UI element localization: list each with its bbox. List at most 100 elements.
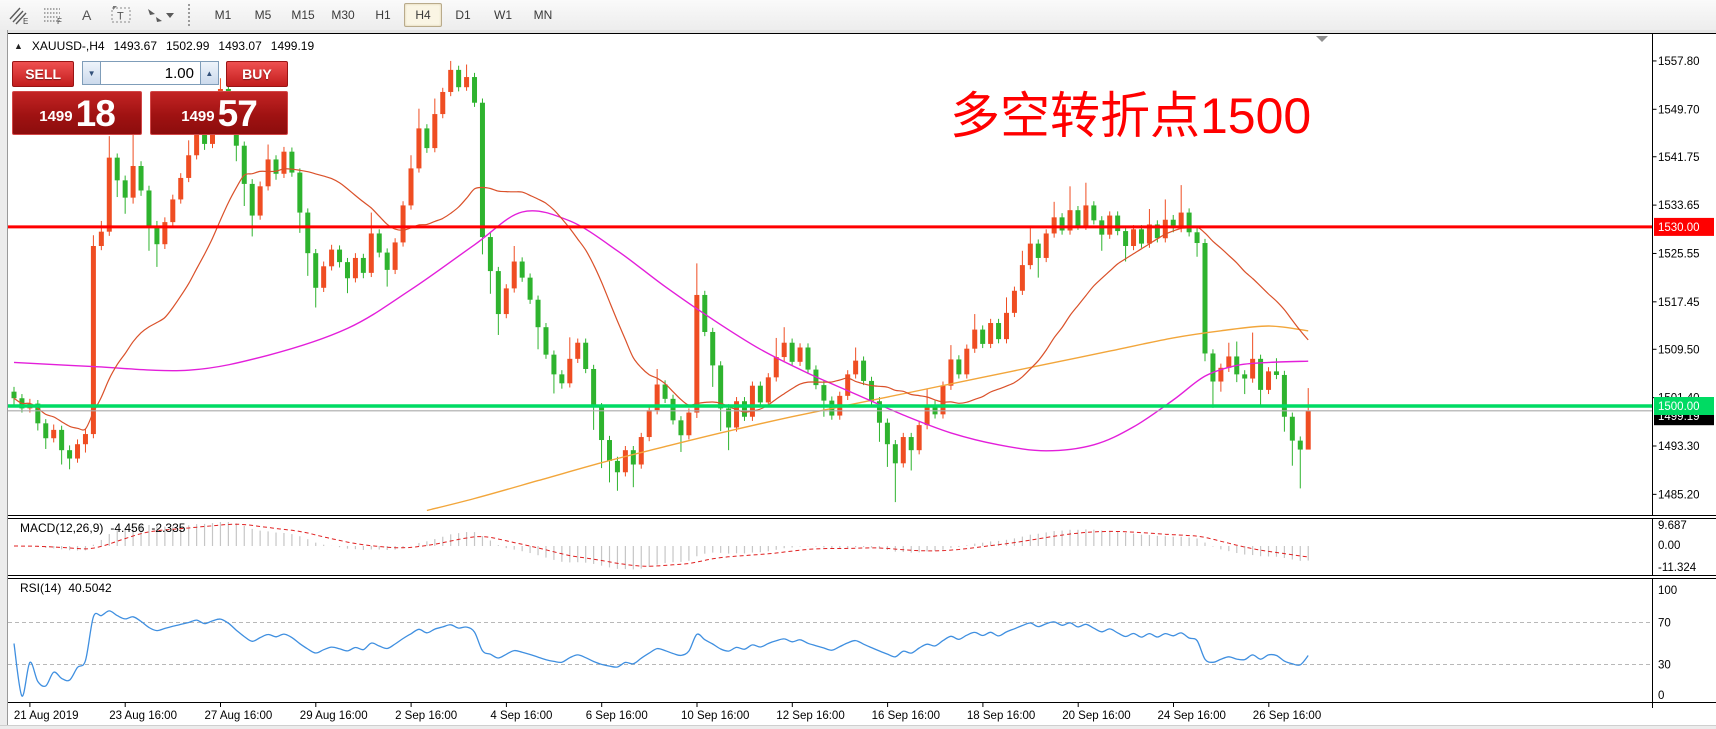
timeframe-m1-button[interactable]: M1 <box>214 8 232 22</box>
timeframe-h4-button[interactable]: H4 <box>404 3 442 27</box>
svg-text:30: 30 <box>1658 660 1671 672</box>
macd-indicator-panel[interactable]: 9.687 0.00 -11.324 <box>8 518 1716 576</box>
ohlc-close: 1499.19 <box>270 39 315 53</box>
sell-button[interactable]: SELL <box>12 61 75 87</box>
fibonacci-icon: F <box>44 8 62 25</box>
ohlc-open: 1493.67 <box>113 39 157 53</box>
rsi-label: RSI(14) 40.5042 <box>20 581 112 595</box>
svg-text:T: T <box>117 11 124 23</box>
svg-text:1493.30: 1493.30 <box>1658 441 1700 453</box>
price-badge <box>1654 397 1714 415</box>
svg-text:2 Sep 16:00: 2 Sep 16:00 <box>395 710 457 722</box>
macd-signal-value: -2.335 <box>151 521 186 535</box>
equidistant-channel-icon: E <box>9 7 28 25</box>
svg-text:1549.70: 1549.70 <box>1658 104 1700 116</box>
price-axis[interactable]: 1557.80 1549.70 1541.75 1533.65 1525.55 1517.… <box>1652 56 1700 501</box>
main-price-chart[interactable]: 1557.80 1549.70 1541.75 1533.65 1525.55 1517.… <box>8 33 1716 516</box>
moving-averages <box>13 168 1309 512</box>
window-bottom-edge <box>0 725 1716 729</box>
timeframe-m30-button[interactable]: M30 <box>331 8 355 22</box>
text-label-icon: T <box>111 6 131 23</box>
volume-increase-button[interactable]: ▲ <box>200 61 219 85</box>
svg-text:0: 0 <box>1658 690 1664 702</box>
bid-price-pips: 18 <box>75 93 116 134</box>
svg-text:1525.55: 1525.55 <box>1658 248 1700 260</box>
svg-text:6 Sep 16:00: 6 Sep 16:00 <box>586 710 648 722</box>
timeframe-m5-button[interactable]: M5 <box>254 8 272 22</box>
timeframe-h1-button[interactable]: H1 <box>375 8 391 22</box>
svg-text:4 Sep 16:00: 4 Sep 16:00 <box>490 710 552 722</box>
symbol-label: XAUUSD-,H4 <box>31 39 105 53</box>
svg-text:1500.00: 1500.00 <box>1658 401 1700 413</box>
rsi-name: RSI(14) <box>20 581 62 595</box>
svg-text:F: F <box>57 17 62 25</box>
ask-price-main: 1499 <box>181 108 215 125</box>
macd-main-value: -4.456 <box>110 521 145 535</box>
macd-signal-line <box>13 523 1309 567</box>
ohlc-low: 1493.07 <box>218 39 262 53</box>
timeframe-button-group: M1 M5 M15 M30 H1 H4 D1 W1 MN <box>203 3 563 27</box>
ohlc-high: 1502.99 <box>166 39 210 53</box>
ma-fast-line <box>13 168 1309 431</box>
date-axis[interactable]: 21 Aug 2019 23 Aug 16:00 27 Aug 16:00 29 Au… <box>8 703 1716 725</box>
svg-text:E: E <box>23 17 28 25</box>
text-tool-icon: A <box>82 7 92 23</box>
ask-price-box[interactable]: 1499 57 <box>150 91 288 135</box>
volume-input[interactable] <box>101 61 200 85</box>
svg-text:23 Aug 16:00: 23 Aug 16:00 <box>109 710 177 722</box>
svg-text:18 Sep 16:00: 18 Sep 16:00 <box>967 710 1035 722</box>
rsi-line <box>13 610 1309 697</box>
macd-label: MACD(12,26,9) -4.456 -2.335 <box>20 521 185 535</box>
svg-text:20 Sep 16:00: 20 Sep 16:00 <box>1062 710 1130 722</box>
rsi-indicator-panel[interactable]: 100 70 30 0 <box>8 578 1716 703</box>
svg-text:1530.00: 1530.00 <box>1658 222 1700 234</box>
chart-shift-marker <box>1316 36 1328 42</box>
svg-text:1517.45: 1517.45 <box>1658 297 1700 309</box>
arrows-tool-icon <box>148 9 174 22</box>
ma-slow-line <box>426 325 1309 512</box>
bid-price-main: 1499 <box>39 108 73 125</box>
macd-histogram <box>21 522 1309 570</box>
chart-annotation-text: 多空转折点1500 <box>950 88 1312 144</box>
svg-text:1541.75: 1541.75 <box>1658 152 1700 164</box>
svg-text:21 Aug 2019: 21 Aug 2019 <box>14 710 79 722</box>
svg-text:12 Sep 16:00: 12 Sep 16:00 <box>776 710 844 722</box>
one-click-trading-panel: SELL ▼ ▲ BUY 1499 18 1499 57 <box>12 61 288 135</box>
bid-price-box[interactable]: 1499 18 <box>12 91 143 135</box>
text-label-button[interactable]: T <box>106 3 136 27</box>
svg-text:0.00: 0.00 <box>1658 540 1680 552</box>
svg-text:1509.50: 1509.50 <box>1658 344 1700 356</box>
svg-text:70: 70 <box>1658 618 1671 630</box>
svg-text:-11.324: -11.324 <box>1658 562 1697 574</box>
svg-text:1557.80: 1557.80 <box>1658 56 1700 68</box>
toolbar: E F A T <box>0 0 1716 31</box>
timeframe-w1-button[interactable]: W1 <box>494 8 512 22</box>
svg-text:1485.20: 1485.20 <box>1658 489 1700 501</box>
svg-text:1533.65: 1533.65 <box>1658 200 1700 212</box>
svg-text:26 Sep 16:00: 26 Sep 16:00 <box>1253 710 1321 722</box>
buy-button[interactable]: BUY <box>225 61 288 87</box>
window-left-edge <box>0 30 8 729</box>
toolbar-separator <box>188 4 195 26</box>
svg-text:10 Sep 16:00: 10 Sep 16:00 <box>681 710 749 722</box>
equidistant-channel-button[interactable]: E <box>4 3 34 27</box>
volume-decrease-button[interactable]: ▼ <box>82 61 101 85</box>
fibonacci-button[interactable]: F <box>38 3 68 27</box>
arrows-tool-button[interactable] <box>140 3 178 27</box>
trade-panel-collapse-icon[interactable]: ▲ <box>14 41 23 51</box>
svg-text:29 Aug 16:00: 29 Aug 16:00 <box>300 710 368 722</box>
timeframe-mn-button[interactable]: MN <box>533 8 553 22</box>
text-tool-button[interactable]: A <box>72 3 102 27</box>
toolbar-divider <box>0 30 1716 33</box>
rsi-value: 40.5042 <box>68 581 112 595</box>
svg-text:16 Sep 16:00: 16 Sep 16:00 <box>872 710 940 722</box>
timeframe-d1-button[interactable]: D1 <box>455 8 471 22</box>
svg-text:27 Aug 16:00: 27 Aug 16:00 <box>205 710 273 722</box>
candlestick-series <box>11 60 1311 503</box>
svg-text:9.687: 9.687 <box>1658 520 1687 532</box>
timeframe-m15-button[interactable]: M15 <box>291 8 315 22</box>
price-badge <box>1654 217 1714 236</box>
svg-text:24 Sep 16:00: 24 Sep 16:00 <box>1158 710 1226 722</box>
macd-name: MACD(12,26,9) <box>20 521 104 535</box>
